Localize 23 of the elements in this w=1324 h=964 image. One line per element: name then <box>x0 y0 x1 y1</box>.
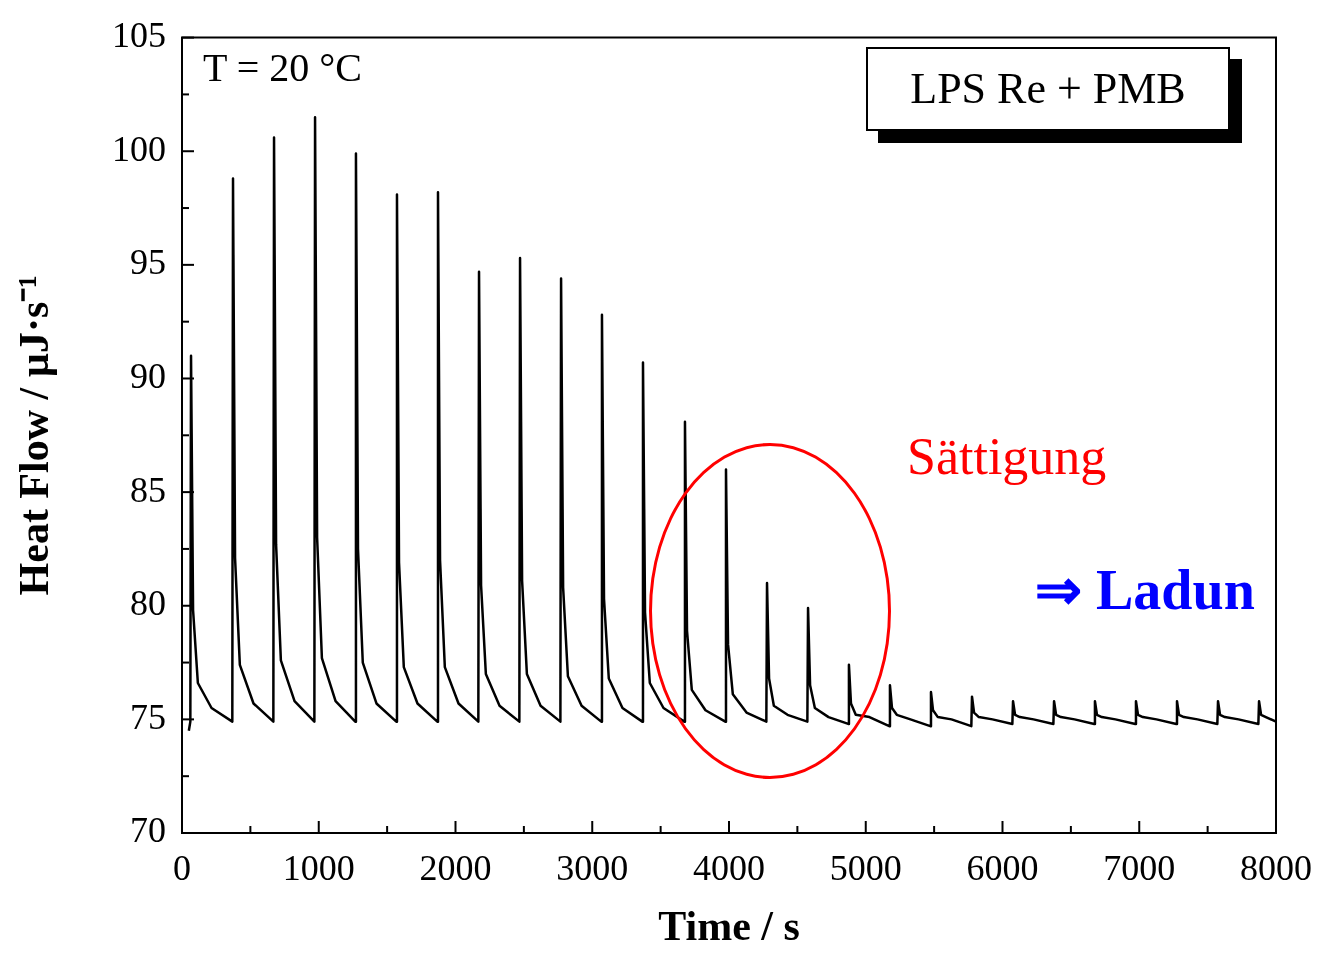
x-tick-label: 5000 <box>829 848 902 889</box>
x-tick-label: 7000 <box>1103 848 1176 889</box>
x-tick-label: 4000 <box>693 848 765 889</box>
y-tick-label: 95 <box>130 242 166 283</box>
x-axis-title: Time / s <box>658 902 800 949</box>
y-tick-label: 90 <box>130 355 166 396</box>
annotation: T = 20 °C <box>203 45 362 90</box>
x-tick-label: 8000 <box>1240 848 1312 889</box>
x-tick-label: 1000 <box>282 848 355 889</box>
x-tick-label: 2000 <box>419 848 492 889</box>
x-tick-label: 0 <box>173 848 191 889</box>
y-tick-label: 80 <box>130 583 166 624</box>
y-tick-label: 75 <box>130 696 166 737</box>
x-tick-label: 6000 <box>966 848 1039 889</box>
y-tick-label: 70 <box>130 810 166 851</box>
y-tick-label: 85 <box>130 469 166 510</box>
y-tick-label: 100 <box>112 128 166 169</box>
y-axis-title: Heat Flow / µJ·s⁻¹ <box>11 275 58 596</box>
x-tick-label: 3000 <box>556 848 629 889</box>
annotation: LPS Re + PMB <box>866 47 1230 131</box>
y-tick-label: 105 <box>112 15 166 56</box>
annotation: Sättigung <box>907 428 1107 486</box>
annotation: ⇒ Ladun <box>1035 559 1255 622</box>
